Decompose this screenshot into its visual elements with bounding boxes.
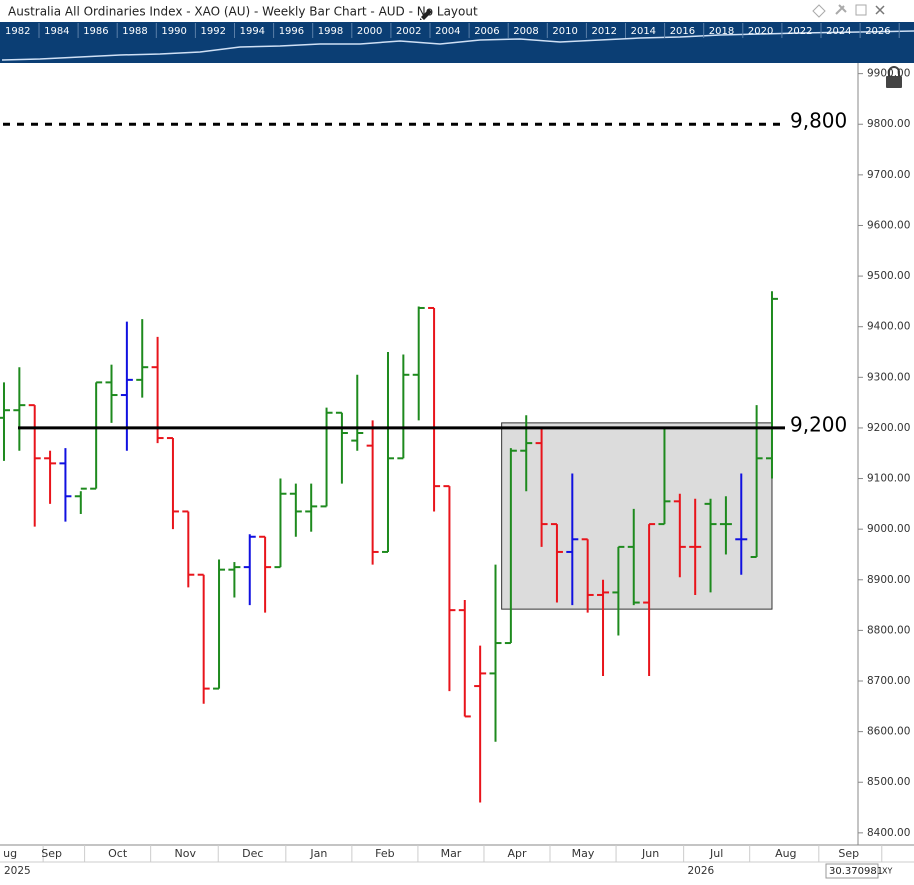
- navigator-year: 1988: [122, 26, 147, 37]
- y-tick-label: 8600.00: [867, 726, 910, 738]
- navigator-year: 1984: [44, 26, 69, 37]
- year-label: 2025: [4, 865, 31, 877]
- y-tick-label: 8900.00: [867, 574, 910, 586]
- navigator-year: 2018: [709, 26, 734, 37]
- navigator-year: 1990: [161, 26, 186, 37]
- navigator-year: 2000: [357, 26, 382, 37]
- y-tick-label: 9100.00: [867, 473, 910, 485]
- y-tick-label: 8700.00: [867, 675, 910, 687]
- x-tick-label: May: [572, 847, 595, 860]
- diamond-icon[interactable]: [812, 4, 826, 18]
- navigator-year: 1996: [279, 26, 304, 37]
- y-tick-label: 9900.00: [867, 68, 910, 80]
- y-tick-label: 9500.00: [867, 270, 910, 282]
- navigator-year: 2002: [396, 26, 421, 37]
- x-tick-label: Jan: [309, 847, 327, 860]
- x-tick-label: Sep: [838, 847, 859, 860]
- navigator-year: 2024: [826, 26, 851, 37]
- navigator-year: 1982: [5, 26, 30, 37]
- navigator-line: [1, 30, 914, 61]
- edit-icon[interactable]: [420, 9, 432, 20]
- navigator-years: 1982 1984 1986 1988 1990 1992 1994 1996 1998 2000…: [5, 23, 900, 38]
- plot: 9,800 9,200: [0, 109, 847, 803]
- y-tick-label: 9000.00: [867, 523, 910, 535]
- y-tick-label: 8800.00: [867, 624, 910, 636]
- x-tick-label: Jun: [641, 847, 659, 860]
- x-tick-label: Dec: [242, 847, 263, 860]
- window-title: Australia All Ordinaries Index - XAO (AU…: [8, 5, 478, 19]
- y-tick-label: 9300.00: [867, 371, 910, 383]
- x-tick-label: Sep: [41, 847, 62, 860]
- navigator-year: 2020: [748, 26, 773, 37]
- pin-icon[interactable]: [835, 4, 847, 15]
- y-tick-label: 8400.00: [867, 827, 910, 839]
- navigator-year: 1992: [201, 26, 226, 37]
- range-box: [501, 422, 773, 610]
- y-tick-label: 9600.00: [867, 219, 910, 231]
- y-axis-panel: [858, 63, 914, 845]
- y-tick-label: 9400.00: [867, 321, 910, 333]
- navigator-year: 1986: [83, 26, 108, 37]
- year-label: 2026: [688, 865, 715, 877]
- navigator-year: 2026: [865, 26, 890, 37]
- y-tick-label: 9200.00: [867, 422, 910, 434]
- cursor-mode[interactable]: XY: [882, 867, 892, 876]
- lock-shackle: [888, 66, 900, 76]
- x-tick-label: Apr: [507, 847, 527, 860]
- y-tick-label: 9700.00: [867, 169, 910, 181]
- x-tick-label: ug: [3, 847, 17, 860]
- navigator-year: 2012: [592, 26, 617, 37]
- navigator-year: 2016: [670, 26, 695, 37]
- navigator-year: 2004: [435, 26, 460, 37]
- close-icon[interactable]: [875, 5, 885, 15]
- x-tick-label: Aug: [775, 847, 796, 860]
- navigator-year: 2022: [787, 26, 812, 37]
- cursor-value: 30.370981: [829, 866, 883, 877]
- maximize-icon[interactable]: [855, 4, 867, 16]
- lock-icon: [886, 76, 902, 88]
- navigator-year: 2010: [552, 26, 577, 37]
- cursor-box: [825, 863, 879, 879]
- navigator-year: 2014: [631, 26, 656, 37]
- y-tick-label: 8500.00: [867, 776, 910, 788]
- x-tick-label: Feb: [375, 847, 394, 860]
- x-tick-label: Oct: [108, 847, 128, 860]
- navigator-year: 2006: [474, 26, 499, 37]
- navigator-year: 1998: [318, 26, 343, 37]
- level-label: 9,200: [790, 412, 847, 436]
- y-tick-label: 9800.00: [867, 118, 910, 130]
- navigator-year: 2008: [513, 26, 538, 37]
- x-tick-label: Mar: [441, 847, 462, 860]
- level-label: 9,800: [790, 109, 847, 133]
- navigator-year: 1994: [240, 26, 265, 37]
- x-tick-label: Jul: [709, 847, 723, 860]
- x-tick-label: Nov: [175, 847, 197, 860]
